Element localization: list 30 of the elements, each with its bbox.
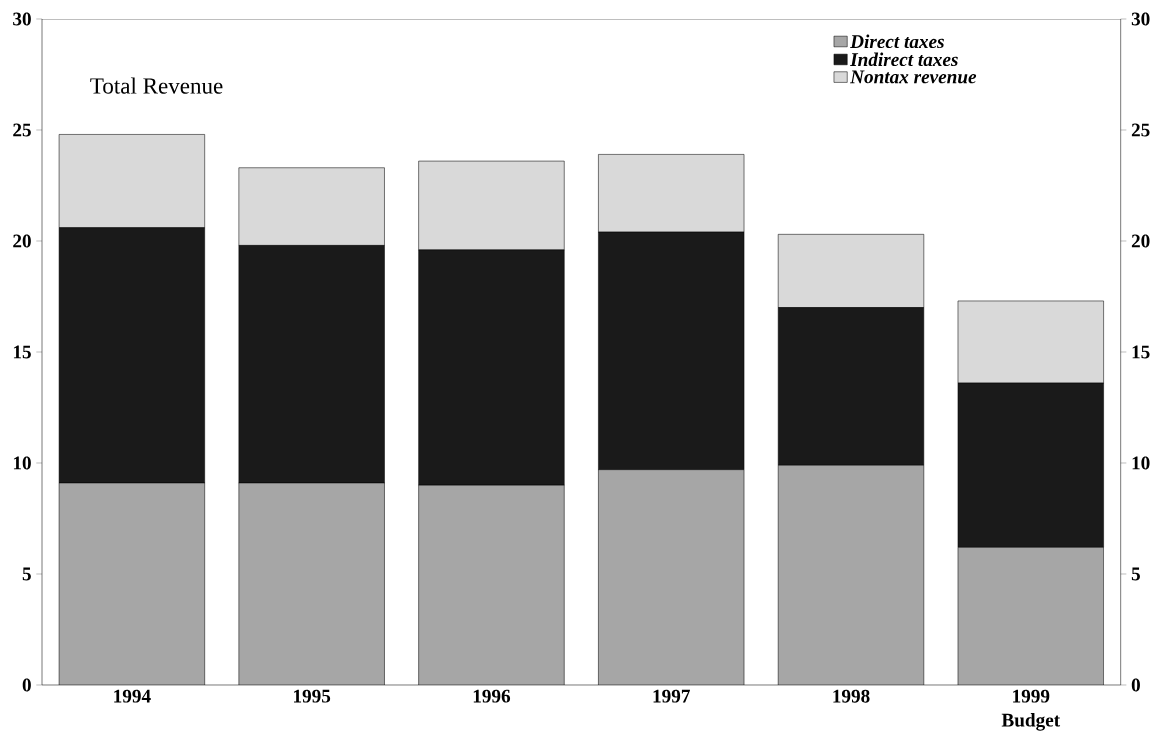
y2-tick-label: 10: [1132, 456, 1150, 470]
x-tick-label: 1999 Budget: [1001, 689, 1061, 731]
legend-label: Indirect taxes: [849, 52, 958, 67]
y-tick-label: 20: [13, 234, 31, 248]
y2-tick-label: 25: [1131, 123, 1150, 137]
legend-label: Nontax revenue: [849, 70, 977, 84]
bar: [957, 547, 1104, 685]
bar: [59, 482, 205, 685]
bar: [598, 469, 745, 685]
bar: [238, 482, 385, 685]
y-tick-label: 15: [13, 345, 31, 359]
text: Total Revenue: [90, 77, 223, 94]
bar: [778, 465, 924, 685]
legend-label: Direct taxes: [850, 34, 944, 49]
y2-tick-label: 0: [1131, 678, 1140, 692]
y2-tick-label: 20: [1131, 234, 1150, 248]
x-tick-label: 1996: [473, 689, 511, 703]
y-tick-label: 10: [13, 456, 31, 470]
y-tick-label: 0: [22, 678, 31, 692]
x-tick-label: 1998: [833, 689, 870, 703]
bar: [418, 485, 565, 685]
x-tick-label: 1994: [114, 689, 151, 703]
y-tick-label: 25: [13, 123, 31, 137]
y2-tick-label: 15: [1132, 345, 1150, 359]
y2-tick-label: 30: [1131, 12, 1150, 26]
y2-tick-label: 5: [1131, 567, 1140, 581]
x-tick-label: 1995: [294, 689, 331, 703]
y-tick-label: 5: [22, 567, 31, 581]
x-tick-label: 1997: [653, 689, 690, 703]
y-tick-label: 30: [13, 12, 31, 26]
